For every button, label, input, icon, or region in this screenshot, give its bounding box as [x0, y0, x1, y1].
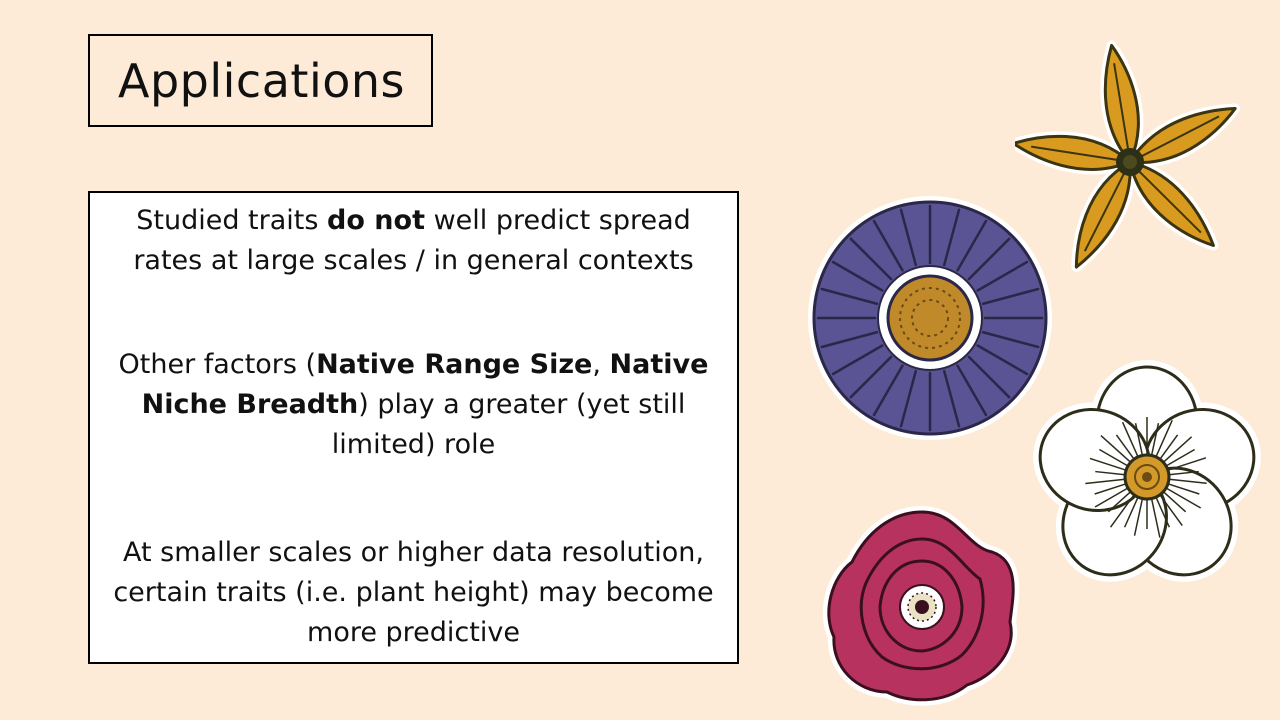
- paragraph-3: At smaller scales or higher data resolut…: [100, 533, 727, 653]
- paragraph-1-text: Studied traits: [136, 205, 328, 236]
- paragraph-1-text-end: well predict spread rates at large scale…: [133, 205, 694, 276]
- magenta-rose-flower-icon: [822, 505, 1020, 706]
- paragraph-2-bold-niche: Native Niche Breadth: [141, 349, 709, 420]
- white-poppy-flower-icon: [1033, 360, 1261, 582]
- paragraph-2-text: Other factors (: [118, 349, 317, 380]
- paragraph-1: Studied traits do not well predict sprea…: [100, 201, 727, 281]
- yellow-star-flower-icon: [1015, 40, 1241, 273]
- content-box: Studied traits do not well predict sprea…: [88, 191, 739, 664]
- slide-title: Applications: [118, 53, 405, 108]
- title-box: Applications: [88, 34, 433, 127]
- purple-aster-flower-icon: [808, 196, 1052, 440]
- paragraph-1-bold: do not: [327, 205, 425, 236]
- paragraph-3-text: At smaller scales or higher data resolut…: [113, 537, 714, 648]
- paragraph-2: Other factors (Native Range Size, Native…: [100, 345, 727, 465]
- paragraph-2-comma: ,: [592, 349, 610, 380]
- paragraph-2-bold-range: Native Range Size: [316, 349, 593, 380]
- paragraph-2-text-end: ) play a greater (yet still limited) rol…: [331, 389, 686, 460]
- flower-illustrations: [780, 30, 1280, 720]
